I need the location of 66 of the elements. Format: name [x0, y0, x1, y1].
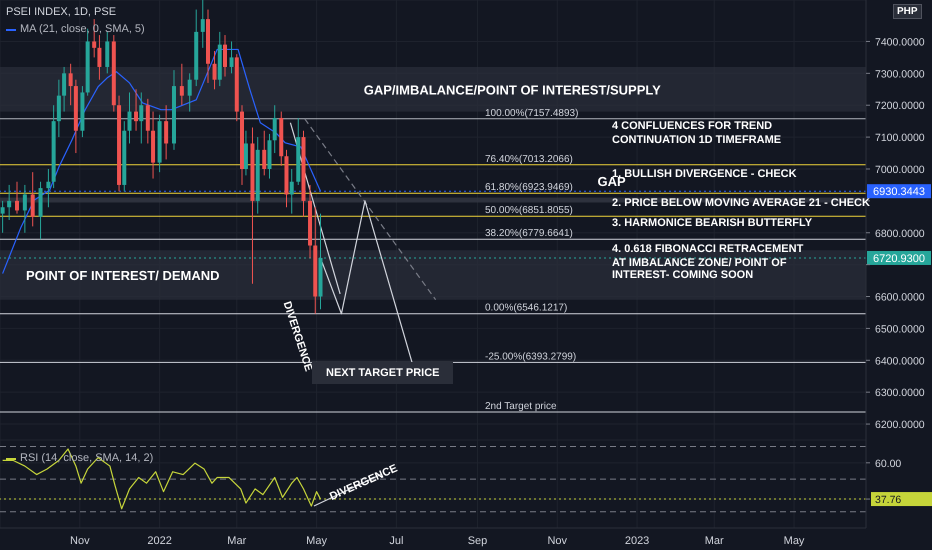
candlestick	[139, 92, 144, 144]
y-tick-label: 7200.0000	[875, 100, 925, 112]
candlestick	[212, 50, 217, 90]
candlestick	[134, 88, 138, 132]
ref-line-label: 50.00%(6851.8055)	[485, 205, 573, 216]
band-label: GAP/IMBALANCE/POINT OF INTEREST/SUPPLY	[364, 82, 662, 98]
ref-line-label: 100.00%(7157.4893)	[485, 108, 578, 119]
candlestick	[200, 0, 205, 48]
candlestick	[46, 168, 50, 208]
x-tick-label: May	[306, 534, 328, 547]
x-tick-label: Mar	[704, 534, 724, 547]
y-tick-label: 6800.0000	[875, 228, 925, 240]
x-tick-label: Nov	[547, 534, 568, 547]
x-tick-label: 2023	[624, 534, 650, 547]
y-tick-label: 7100.0000	[875, 132, 925, 144]
candlestick	[164, 104, 168, 160]
annotation: CONTINUATION 1D TIMEFRAME	[612, 134, 782, 146]
x-tick-label: 2022	[147, 534, 172, 547]
candlestick	[188, 72, 192, 112]
y-tick-label: 6300.0000	[875, 387, 925, 400]
candlestick	[272, 104, 277, 154]
candlestick	[7, 184, 12, 220]
annotation: 3. HARMONICE BEARISH BUTTERFLY	[612, 217, 812, 229]
x-tick-label: Jul	[389, 534, 404, 547]
candlestick	[68, 63, 73, 106]
candlestick	[62, 66, 66, 112]
text: PHP	[893, 4, 922, 19]
y-tick-label: 7400.0000	[875, 36, 925, 48]
annotation: 4 CONFLUENCES FOR TREND	[612, 120, 772, 132]
candlestick	[0, 200, 5, 234]
candlestick	[290, 168, 294, 214]
candlestick	[128, 92, 132, 144]
text: PSEI INDEX, 1D, PSE	[6, 5, 118, 20]
candlestick	[97, 34, 102, 80]
annotation: 4. 0.618 FIBONACCI RETRACEMENT	[612, 243, 804, 255]
y-tick-label: 37.76	[875, 494, 902, 506]
ref-line-label: 76.40%(7013.2066)	[485, 154, 573, 165]
ref-line-label: 2nd Target price	[485, 400, 557, 412]
y-tick-label: 6500.0000	[875, 323, 925, 336]
ref-line-label: -25.00%(6393.2799)	[485, 351, 576, 362]
x-tick-label: May	[784, 534, 805, 547]
y-tick-label: 7300.0000	[875, 68, 925, 80]
x-tick-label: Sep	[468, 534, 488, 547]
candlestick	[230, 40, 234, 74]
candlestick	[180, 63, 184, 106]
candlestick	[223, 34, 228, 78]
candlestick	[262, 130, 266, 176]
x-tick-label: Nov	[70, 534, 90, 547]
y-tick-label: 6600.0000	[875, 292, 925, 304]
annotation: 2. PRICE BELOW MOVING AVERAGE 21 - CHECK	[612, 197, 870, 209]
ref-line-label: 38.20%(6779.6641)	[485, 228, 573, 240]
y-tick-label: 7000.0000	[875, 164, 925, 176]
annotation: NEXT TARGET PRICE	[326, 367, 440, 379]
band-label: POINT OF INTEREST/ DEMAND	[26, 268, 220, 283]
annotation: AT IMBALANCE ZONE/ POINT OF INTEREST- COMING SOON	[612, 257, 788, 281]
x-tick-label: Mar	[227, 534, 247, 547]
candlestick	[15, 181, 20, 214]
y-tick-label: 6400.0000	[875, 355, 925, 368]
y-tick-label: 60.00	[875, 458, 902, 470]
candlestick	[22, 184, 27, 234]
ref-line-label: 61.80%(6923.9469)	[485, 182, 573, 194]
ref-line-label: 6930.3443	[873, 186, 925, 198]
candlestick	[30, 172, 35, 227]
y-tick-label: 6200.0000	[875, 419, 925, 432]
ref-line-label: 6720.9300	[873, 252, 925, 265]
ref-line-label: 0.00%(6546.1217)	[485, 302, 568, 314]
